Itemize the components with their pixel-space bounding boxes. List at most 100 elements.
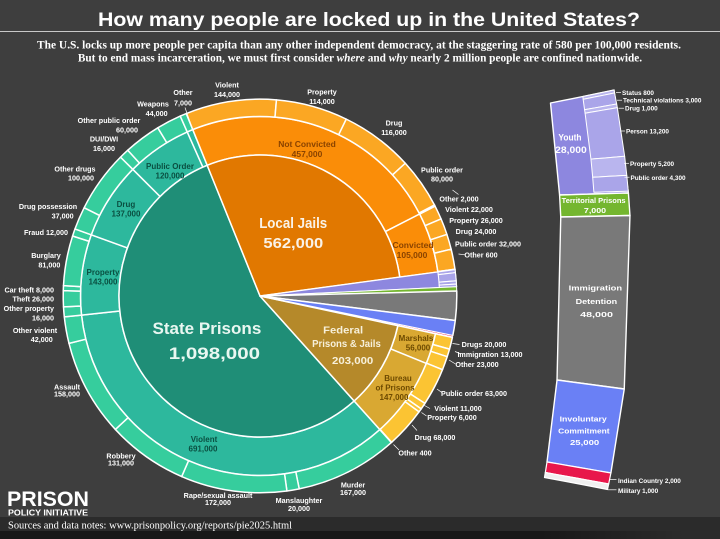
svg-text:116,000: 116,000 xyxy=(381,128,407,137)
svg-text:of Prisons: of Prisons xyxy=(375,384,415,393)
svg-text:25,000: 25,000 xyxy=(570,438,599,447)
svg-text:Weapons: Weapons xyxy=(137,99,169,108)
svg-text:143,000: 143,000 xyxy=(89,278,118,287)
svg-text:691,000: 691,000 xyxy=(189,445,218,454)
svg-text:Drug 1,000: Drug 1,000 xyxy=(625,106,658,113)
svg-text:POLICY INITIATIVE: POLICY INITIATIVE xyxy=(8,508,88,517)
svg-text:Marshals: Marshals xyxy=(399,334,434,343)
svg-text:Rape/sexual assault: Rape/sexual assault xyxy=(184,491,253,500)
svg-text:7,000: 7,000 xyxy=(174,98,192,107)
svg-text:120,000: 120,000 xyxy=(156,172,185,181)
svg-text:100,000: 100,000 xyxy=(68,174,94,183)
svg-text:Public Order: Public Order xyxy=(146,162,194,171)
svg-text:Murder: Murder xyxy=(341,480,366,489)
svg-text:Prisons & Jails: Prisons & Jails xyxy=(312,338,381,350)
svg-text:Public order 32,000: Public order 32,000 xyxy=(455,239,521,248)
svg-text:16,000: 16,000 xyxy=(32,313,54,322)
svg-text:Manslaughter: Manslaughter xyxy=(276,496,323,505)
svg-text:Drug: Drug xyxy=(117,200,136,209)
svg-text:Status 800: Status 800 xyxy=(622,90,654,97)
svg-text:Property: Property xyxy=(87,268,120,277)
svg-text:But to end mass incarceration,: But to end mass incarceration, we must f… xyxy=(78,53,642,65)
svg-text:Fraud 12,000: Fraud 12,000 xyxy=(24,228,68,237)
svg-text:Drugs 20,000: Drugs 20,000 xyxy=(462,340,507,349)
svg-text:42,000: 42,000 xyxy=(31,335,53,344)
svg-text:Military 1,000: Military 1,000 xyxy=(618,488,659,495)
svg-text:Drug: Drug xyxy=(386,119,403,128)
svg-text:Violent: Violent xyxy=(215,81,239,90)
svg-text:Property: Property xyxy=(307,88,337,97)
svg-text:Theft 26,000: Theft 26,000 xyxy=(12,295,54,304)
svg-text:Other 400: Other 400 xyxy=(398,449,431,458)
svg-text:37,000: 37,000 xyxy=(52,212,74,221)
svg-text:State Prisons: State Prisons xyxy=(153,320,262,338)
svg-text:Other drugs: Other drugs xyxy=(54,164,95,173)
svg-text:131,000: 131,000 xyxy=(108,458,134,467)
svg-text:DUI/DWI: DUI/DWI xyxy=(90,135,118,144)
svg-text:Other 2,000: Other 2,000 xyxy=(439,195,478,204)
svg-text:Drug 68,000: Drug 68,000 xyxy=(415,433,456,442)
svg-text:Assault: Assault xyxy=(54,382,81,391)
svg-text:137,000: 137,000 xyxy=(112,210,141,219)
svg-text:1,098,000: 1,098,000 xyxy=(169,345,260,363)
svg-text:How many people are locked up: How many people are locked up in the Uni… xyxy=(98,9,640,31)
svg-text:Burglary: Burglary xyxy=(31,251,61,260)
svg-text:20,000: 20,000 xyxy=(288,504,310,513)
svg-text:562,000: 562,000 xyxy=(263,235,323,252)
svg-text:Involuntary: Involuntary xyxy=(560,415,608,424)
svg-text:Other 600: Other 600 xyxy=(464,250,497,259)
svg-text:81,000: 81,000 xyxy=(38,260,60,269)
svg-text:Territorial Prisons: Territorial Prisons xyxy=(562,196,626,205)
svg-text:Other property: Other property xyxy=(4,304,54,313)
svg-text:Immigration 13,000: Immigration 13,000 xyxy=(457,350,522,359)
svg-text:Convicted: Convicted xyxy=(392,240,433,250)
svg-text:Youth: Youth xyxy=(558,133,581,143)
svg-text:Detention: Detention xyxy=(576,297,618,306)
svg-text:203,000: 203,000 xyxy=(332,355,373,367)
svg-text:Sources and data notes: www.pr: Sources and data notes: www.prisonpolicy… xyxy=(8,521,292,532)
svg-text:Other: Other xyxy=(173,88,192,97)
svg-text:Other public order: Other public order xyxy=(78,116,141,125)
svg-text:Person 13,200: Person 13,200 xyxy=(626,129,669,136)
svg-text:Bureau: Bureau xyxy=(384,374,412,383)
svg-text:Other violent: Other violent xyxy=(13,326,58,335)
svg-text:Public order 63,000: Public order 63,000 xyxy=(441,389,507,398)
svg-text:147,000: 147,000 xyxy=(380,393,409,402)
svg-text:PRISON: PRISON xyxy=(7,488,89,511)
svg-text:167,000: 167,000 xyxy=(340,488,366,497)
svg-text:114,000: 114,000 xyxy=(309,97,335,106)
svg-text:Indian Country 2,000: Indian Country 2,000 xyxy=(618,478,681,485)
svg-text:7,000: 7,000 xyxy=(584,206,606,215)
svg-text:Drug possession: Drug possession xyxy=(19,202,77,211)
svg-text:Immigration: Immigration xyxy=(569,284,623,293)
svg-text:Drug 24,000: Drug 24,000 xyxy=(456,227,497,236)
svg-text:Violent: Violent xyxy=(191,435,218,444)
svg-text:105,000: 105,000 xyxy=(397,250,428,260)
svg-text:28,000: 28,000 xyxy=(555,145,587,155)
svg-text:Property 6,000: Property 6,000 xyxy=(427,413,477,422)
svg-text:Violent 22,000: Violent 22,000 xyxy=(445,205,493,214)
svg-text:Robbery: Robbery xyxy=(106,451,135,460)
svg-text:144,000: 144,000 xyxy=(214,90,240,99)
svg-text:The U.S. locks up more people: The U.S. locks up more people per capita… xyxy=(37,40,681,52)
svg-text:Property 5,200: Property 5,200 xyxy=(630,161,674,168)
svg-text:Public order 4,300: Public order 4,300 xyxy=(631,175,686,182)
svg-text:16,000: 16,000 xyxy=(93,144,115,153)
svg-text:Violent 11,000: Violent 11,000 xyxy=(434,404,481,413)
svg-text:Commitment: Commitment xyxy=(558,426,610,435)
svg-text:172,000: 172,000 xyxy=(205,498,231,507)
svg-text:Local Jails: Local Jails xyxy=(259,215,327,232)
svg-text:Not Convicted: Not Convicted xyxy=(278,139,336,149)
svg-text:158,000: 158,000 xyxy=(54,389,80,398)
svg-text:Property 26,000: Property 26,000 xyxy=(449,216,503,225)
svg-text:Public order: Public order xyxy=(421,165,463,174)
svg-text:Other 23,000: Other 23,000 xyxy=(455,360,498,369)
svg-text:60,000: 60,000 xyxy=(116,125,138,134)
svg-text:56,000: 56,000 xyxy=(406,344,431,353)
svg-text:Federal: Federal xyxy=(323,325,363,337)
svg-text:44,000: 44,000 xyxy=(146,109,168,118)
svg-text:457,000: 457,000 xyxy=(292,149,323,159)
svg-text:Car theft 8,000: Car theft 8,000 xyxy=(4,285,54,294)
svg-text:Technical violations 3,000: Technical violations 3,000 xyxy=(623,98,702,105)
svg-text:80,000: 80,000 xyxy=(431,175,453,184)
